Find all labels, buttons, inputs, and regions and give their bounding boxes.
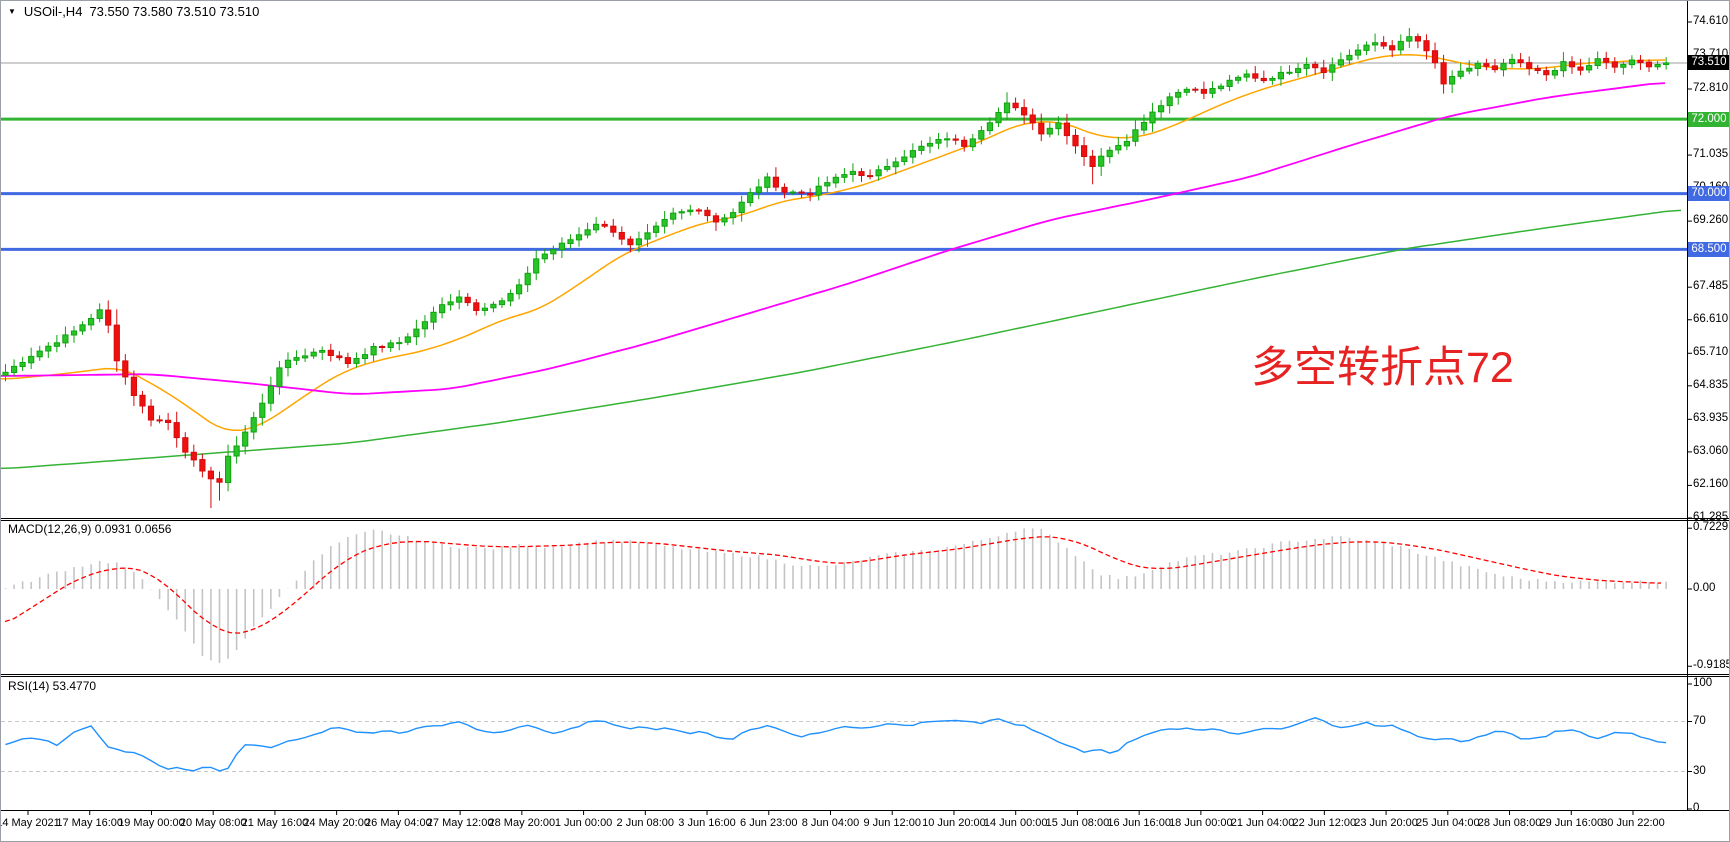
time-axis-label: 25 Jun 04:00 (1415, 817, 1480, 829)
moving-average-line (1, 54, 1666, 432)
time-axis-label: 15 Jun 08:00 (1045, 817, 1110, 829)
time-axis-label: 21 May 16:00 (241, 817, 309, 829)
macd-tick-label: 0.7229 (1693, 521, 1729, 534)
price-tick-label: 72.810 (1693, 81, 1729, 94)
price-tick-label: 65.710 (1693, 346, 1729, 359)
time-axis-label: 16 Jun 16:00 (1107, 817, 1171, 829)
price-axis[interactable]: 74.61073.71072.81071.93571.03570.16069.2… (1687, 1, 1730, 814)
moving-average-line (1, 209, 1682, 470)
time-axis-label: 17 May 16:00 (56, 817, 124, 829)
time-axis[interactable]: 14 May 2021 17 May 16:00 19 May 00:00 20 Ma… (0, 811, 1729, 841)
time-axis-label: 24 May 20:00 (303, 817, 370, 829)
price-tick-label: 62.160 (1693, 478, 1729, 491)
time-axis-label: 6 Jun 23:00 (740, 817, 798, 829)
macd-signal-line (4, 536, 1662, 634)
price-level-label: 68.500 (1688, 241, 1729, 257)
rsi-indicator-label: RSI(14) 53.4770 (8, 679, 97, 693)
price-level-label: 72.000 (1688, 111, 1729, 127)
time-axis-label: 2 Jun 08:00 (616, 817, 675, 829)
time-axis-label: 21 Jun 04:00 (1230, 817, 1295, 829)
time-axis-label: 20 May 08:00 (179, 817, 247, 829)
time-axis-label: 19 May 00:00 (118, 817, 185, 829)
price-tick-label: 61.285 (1693, 510, 1729, 523)
symbol-timeframe-label: USOil-,H4 (23, 4, 83, 19)
rsi-tick-label: 70 (1693, 714, 1706, 727)
rsi-tick-label: 100 (1693, 677, 1713, 689)
price-tick-label: 66.610 (1693, 312, 1729, 325)
macd-tick-label: 0.00 (1693, 582, 1716, 594)
price-tick-label: 69.260 (1693, 214, 1729, 227)
collapse-indicator-icon[interactable]: ▼ (8, 7, 16, 16)
macd-tick-label: -0.9185 (1693, 659, 1730, 672)
rsi-tick-label: 30 (1693, 764, 1706, 777)
time-axis-label: 26 May 04:00 (365, 817, 432, 829)
price-tick-label: 71.035 (1693, 148, 1729, 161)
macd-histogram-group (4, 528, 1667, 663)
time-axis-label: 9 Jun 12:00 (863, 817, 921, 829)
time-axis-label: 14 Jun 00:00 (983, 817, 1048, 829)
time-axis-label: 28 Jun 08:00 (1477, 817, 1542, 829)
time-axis-label: 8 Jun 04:00 (801, 817, 860, 829)
time-axis-label: 3 Jun 16:00 (678, 817, 736, 829)
time-axis-label: 1 Jun 00:00 (554, 817, 613, 829)
price-tick-label: 64.835 (1693, 378, 1729, 391)
chart-header: ▼ USOil-,H4 73.550 73.580 73.510 73.510 (8, 4, 259, 19)
time-axis-label: 18 Jun 00:00 (1169, 817, 1233, 829)
ohlc-values-label: 73.550 73.580 73.510 73.510 (89, 4, 260, 19)
time-axis-label: 27 May 12:00 (426, 817, 494, 829)
rsi-tick-label: 0 (1693, 802, 1700, 814)
time-axis-label: 14 May 2021 (0, 817, 60, 829)
price-tick-label: 74.610 (1693, 15, 1729, 27)
time-axis-label: 28 May 20:00 (488, 817, 556, 829)
rsi-line (5, 717, 1667, 772)
macd-indicator-label: MACD(12,26,9) 0.0931 0.0656 (8, 522, 172, 536)
price-level-label: 70.000 (1688, 186, 1729, 202)
price-tick-label: 63.060 (1693, 444, 1729, 457)
time-axis-label: 29 Jun 16:00 (1539, 817, 1604, 829)
candles-group (2, 27, 1670, 509)
time-axis-label: 10 Jun 20:00 (922, 817, 986, 829)
time-axis-label: 23 Jun 20:00 (1354, 817, 1418, 829)
time-axis-label: 30 Jun 22:00 (1601, 817, 1665, 829)
price-level-label: 73.510 (1688, 55, 1729, 71)
price-tick-label: 67.485 (1693, 280, 1729, 293)
annotation-text[interactable]: 多空转折点72 (1251, 344, 1514, 392)
price-tick-label: 63.935 (1693, 412, 1729, 425)
time-axis-label: 22 Jun 12:00 (1292, 817, 1357, 829)
